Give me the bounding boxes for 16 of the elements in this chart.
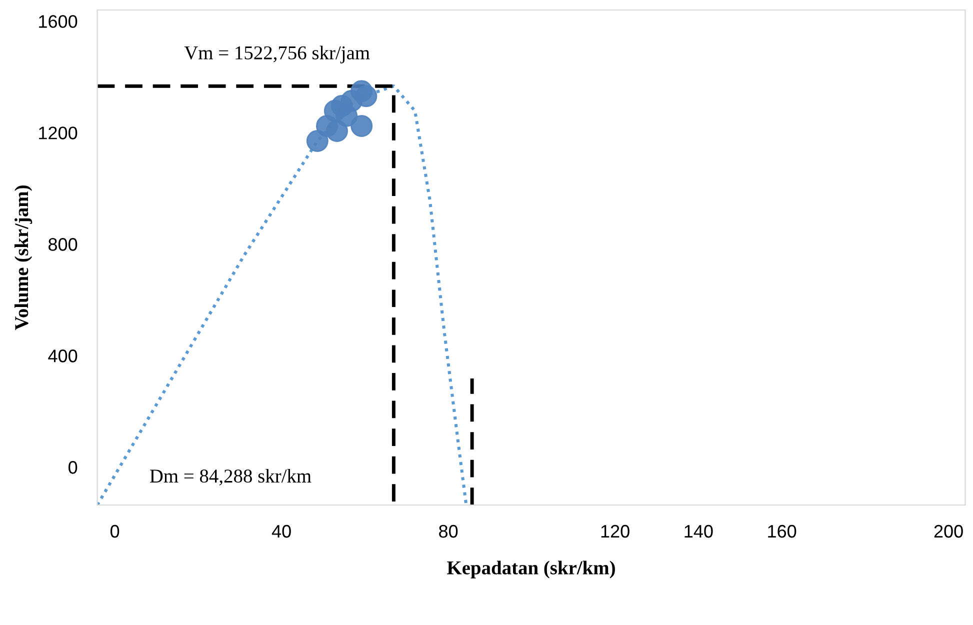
annotation: Dm = 84,288 skr/km — [150, 468, 312, 486]
y-tick-label: 800 — [48, 238, 78, 251]
y-tick-label: 0 — [68, 461, 78, 474]
y-tick-label: 1600 — [39, 15, 78, 28]
x-tick-label: 40 — [272, 524, 291, 538]
x-tick-label: 80 — [439, 524, 458, 538]
x-tick-label: 120 — [601, 524, 630, 538]
x-tick-label: 160 — [768, 524, 796, 538]
x-axis-title: Kepadatan (skr/km) — [447, 560, 615, 578]
x-tick-label: 200 — [934, 524, 963, 538]
annotation: Vm = 1522,756 skr/jam — [184, 46, 370, 64]
y-tick-label: 1200 — [39, 126, 78, 140]
x-tick-label: 0 — [110, 524, 120, 538]
x-tick-label: 140 — [684, 524, 713, 538]
y-tick-label: 400 — [48, 350, 78, 362]
y-axis-title: Volume (skr/jam) — [14, 186, 32, 330]
